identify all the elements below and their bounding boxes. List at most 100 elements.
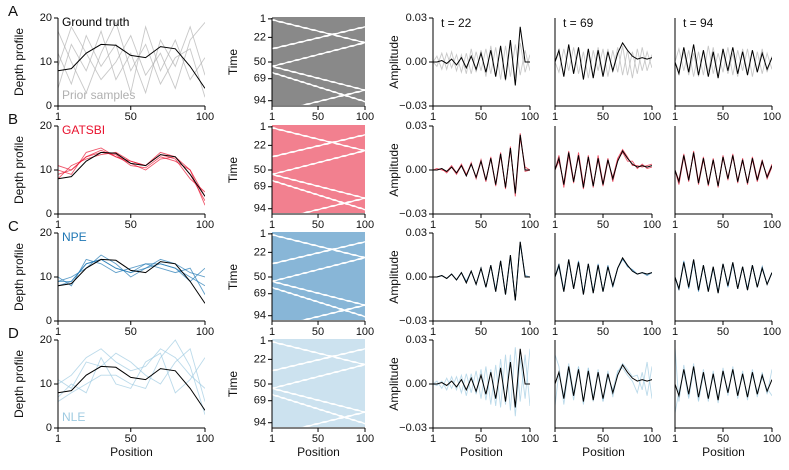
wavefield-reflection — [272, 280, 365, 306]
plot-area — [433, 133, 530, 197]
plot-area — [675, 347, 772, 414]
y-tick-label: 22 — [254, 31, 266, 43]
ground-truth-line — [58, 43, 205, 89]
y-tick-label: 69 — [254, 288, 266, 300]
x-tick-label: 1 — [672, 326, 678, 338]
sample-line — [58, 352, 205, 398]
wavefield-reflection — [299, 89, 365, 107]
x-tick-label: 100 — [196, 433, 214, 445]
y-tick-label: 94 — [254, 417, 266, 429]
x-axis-label: Position — [582, 445, 625, 459]
ground-truth-line — [675, 44, 772, 79]
plot-area — [433, 26, 530, 86]
x-tick-label: 1 — [269, 111, 275, 123]
wavefield-reflection — [272, 363, 365, 390]
y-tick-label: 22 — [254, 139, 266, 151]
y-axis-label: Depth profile — [12, 136, 26, 204]
x-tick-label: 100 — [196, 326, 214, 338]
y-tick-label: −0.03 — [399, 100, 427, 112]
legend-label: GATSBI — [62, 123, 105, 137]
x-tick-label: 1 — [552, 111, 558, 123]
ground-truth-line — [555, 41, 652, 80]
x-tick-label: 1 — [552, 219, 558, 231]
y-tick-label: 50 — [254, 164, 266, 176]
panel-title: t = 69 — [563, 16, 594, 30]
x-tick-label: 1 — [430, 326, 436, 338]
x-tick-label: 1 — [55, 219, 61, 231]
plot-area — [555, 354, 652, 407]
wavefield-reflection — [272, 173, 365, 199]
y-tick-label: 0 — [46, 315, 52, 327]
sample-line — [58, 147, 205, 202]
y-tick-label: 0.00 — [406, 378, 427, 390]
x-axis-label: Position — [110, 445, 153, 459]
y-tick-label: 0.00 — [406, 164, 427, 176]
x-tick-label: 1 — [430, 219, 436, 231]
y-tick-label: −0.03 — [399, 208, 427, 220]
y-tick-label: 0.00 — [406, 56, 427, 68]
x-tick-label: 50 — [475, 433, 487, 445]
x-tick-label: 1 — [269, 326, 275, 338]
y-tick-label: 0.03 — [406, 334, 427, 346]
ground-truth-line — [433, 348, 530, 408]
sample-line — [58, 339, 205, 415]
y-tick-label: 50 — [254, 378, 266, 390]
legend-label: NLE — [62, 410, 85, 424]
y-tick-label: 0.03 — [406, 12, 427, 24]
x-tick-label: 100 — [643, 111, 661, 123]
x-axis-label: Position — [702, 445, 745, 459]
y-tick-label: 69 — [254, 181, 266, 193]
plot-area — [58, 339, 205, 415]
x-tick-label: 50 — [312, 111, 324, 123]
y-axis-label: Time — [226, 371, 240, 398]
wavefield-reflection — [272, 286, 365, 318]
x-tick-label: 100 — [356, 219, 374, 231]
plot-area — [555, 41, 652, 80]
x-tick-label: 1 — [552, 433, 558, 445]
y-axis-label: Amplitude — [387, 357, 401, 411]
ground-truth-line — [555, 256, 652, 295]
legend-label: Ground truth — [62, 15, 129, 29]
panel-letter: B — [8, 111, 18, 128]
sample-line — [58, 25, 205, 95]
plot-area — [675, 150, 772, 188]
plot-area — [58, 21, 205, 98]
sample-line — [675, 150, 772, 188]
y-tick-label: 69 — [254, 395, 266, 407]
y-axis-label: Amplitude — [387, 143, 401, 197]
ground-truth-line — [675, 152, 772, 187]
y-tick-label: 50 — [254, 56, 266, 68]
x-tick-label: 50 — [597, 326, 609, 338]
x-tick-label: 100 — [643, 219, 661, 231]
x-tick-label: 100 — [196, 219, 214, 231]
sample-line — [433, 44, 530, 80]
sample-line — [675, 45, 772, 77]
y-tick-label: 1 — [260, 121, 266, 133]
ground-truth-line — [675, 259, 772, 294]
plot-area — [433, 241, 530, 301]
x-tick-label: 50 — [597, 433, 609, 445]
y-tick-label: 1 — [260, 335, 266, 347]
panel-letter: A — [8, 3, 18, 20]
sample-line — [58, 347, 205, 402]
wavefield-reflection — [299, 411, 365, 429]
ground-truth-line — [555, 363, 652, 402]
x-tick-label: 100 — [763, 219, 781, 231]
ground-truth-line — [555, 149, 652, 188]
plot-area — [675, 259, 772, 294]
y-tick-label: 94 — [254, 203, 266, 215]
x-tick-label: 50 — [475, 219, 487, 231]
legend-label: NPE — [62, 230, 87, 244]
plot-area — [58, 254, 205, 304]
y-tick-label: 69 — [254, 73, 266, 85]
x-tick-label: 50 — [125, 111, 137, 123]
sample-line — [433, 42, 530, 82]
y-tick-label: 10 — [40, 164, 52, 176]
y-tick-label: 10 — [40, 378, 52, 390]
y-tick-label: 1 — [260, 13, 266, 25]
y-tick-label: 20 — [40, 120, 52, 132]
plot-area — [272, 232, 365, 322]
x-tick-label: 100 — [643, 326, 661, 338]
plot-area — [675, 44, 772, 79]
y-tick-label: 94 — [254, 310, 266, 322]
